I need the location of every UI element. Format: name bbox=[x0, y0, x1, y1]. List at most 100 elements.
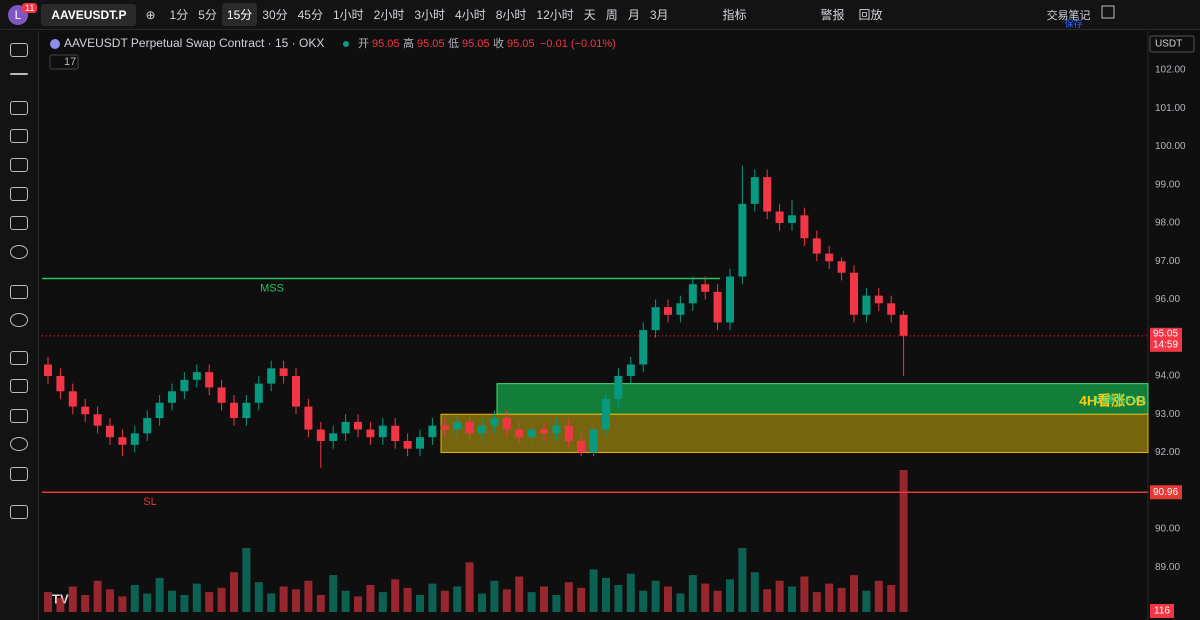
tool-icon[interactable] bbox=[10, 129, 28, 143]
candle-body bbox=[205, 372, 214, 388]
timeframe[interactable]: 8小时 bbox=[495, 8, 527, 22]
volume-bar bbox=[837, 587, 846, 612]
tool-icon[interactable] bbox=[10, 245, 28, 259]
candle-body bbox=[589, 429, 598, 453]
volume-bar bbox=[68, 586, 77, 612]
volume-bar bbox=[614, 585, 623, 612]
y-tick-label: 94.00 bbox=[1155, 371, 1180, 382]
legend-low-label: 低 bbox=[448, 37, 459, 50]
candle-body bbox=[527, 429, 536, 438]
timeframe[interactable]: 30分 bbox=[262, 8, 288, 22]
candle-body bbox=[267, 368, 276, 384]
level-tag bbox=[1150, 485, 1182, 500]
candle-body bbox=[651, 307, 660, 331]
candle-body bbox=[738, 203, 747, 277]
tool-icon[interactable] bbox=[10, 43, 28, 57]
tool-icon[interactable] bbox=[10, 158, 28, 172]
timeframe[interactable]: 2小时 bbox=[373, 8, 405, 22]
timeframe[interactable]: 1分 bbox=[169, 8, 189, 22]
save[interactable]: 保存 bbox=[1064, 19, 1083, 29]
volume-bar bbox=[354, 596, 362, 612]
timeframe[interactable]: 45分 bbox=[297, 8, 323, 22]
tool-icon[interactable] bbox=[10, 467, 28, 481]
tool-icon[interactable] bbox=[10, 216, 28, 230]
top-toolbar: L 11 AAVEUSDT.P ⊕ 1分 5分 15分 30分 45分 1小时 2小时 3小时… bbox=[0, 0, 1200, 30]
candle-body bbox=[106, 425, 114, 438]
candle-body bbox=[81, 406, 90, 415]
timeframe[interactable]: 周 bbox=[605, 8, 618, 22]
add-button[interactable]: ⊕ bbox=[145, 7, 156, 22]
volume-bar bbox=[378, 592, 387, 612]
candle-body bbox=[763, 177, 772, 212]
notes[interactable]: 交易笔记 bbox=[1046, 9, 1091, 22]
tool-icon[interactable] bbox=[10, 409, 28, 423]
volume-bar bbox=[775, 580, 784, 612]
candle-body bbox=[614, 375, 623, 399]
tool-icon[interactable] bbox=[10, 437, 28, 451]
y-tick-label: 93.00 bbox=[1155, 409, 1180, 420]
candle-body bbox=[217, 387, 226, 403]
timeframe[interactable]: 4小时 bbox=[455, 8, 486, 22]
volume-bar bbox=[130, 585, 139, 612]
volume-bar bbox=[750, 572, 759, 612]
candle-body bbox=[440, 425, 449, 430]
timeframe[interactable]: 5分 bbox=[198, 8, 217, 22]
candle-body bbox=[862, 295, 871, 315]
candle-body bbox=[788, 215, 796, 223]
volume-bar bbox=[763, 589, 772, 612]
zone-label: 4H看涨OB bbox=[1079, 392, 1146, 408]
volume-bar bbox=[602, 577, 610, 612]
volume-bar bbox=[230, 572, 238, 612]
candle-body bbox=[316, 429, 325, 442]
price-tag-label: 95.05 bbox=[1153, 328, 1178, 339]
tool-icon[interactable] bbox=[10, 313, 28, 327]
tool-icon[interactable] bbox=[10, 187, 28, 201]
candle-body bbox=[502, 418, 511, 430]
symbol[interactable]: AAVEUSDT.P bbox=[41, 3, 137, 26]
volume-bar bbox=[540, 586, 548, 612]
tool-icon[interactable] bbox=[10, 285, 28, 299]
y-tick-label: 102.00 bbox=[1155, 65, 1186, 76]
indicators[interactable]: 指标 bbox=[722, 8, 747, 22]
replay[interactable]: 回放 bbox=[858, 8, 883, 22]
candle-body bbox=[726, 276, 734, 323]
timeframe[interactable]: 1小时 bbox=[332, 8, 364, 22]
indicator-toggle bbox=[49, 54, 79, 70]
tool-icon[interactable] bbox=[10, 379, 28, 393]
candle-body bbox=[68, 391, 77, 407]
timeframe[interactable]: 月 bbox=[627, 8, 640, 22]
candle-body bbox=[279, 368, 288, 376]
candle-body bbox=[56, 375, 65, 392]
tool-icon[interactable] bbox=[10, 505, 28, 519]
alert[interactable]: 警报 bbox=[820, 8, 845, 22]
timeframe[interactable]: 3小时 bbox=[414, 8, 446, 22]
tool-icon[interactable] bbox=[10, 351, 28, 365]
timeframe[interactable]: 12小时 bbox=[536, 8, 574, 22]
volume-bar bbox=[329, 575, 338, 612]
volume-bar bbox=[701, 583, 710, 612]
timeframe[interactable]: 3月 bbox=[649, 8, 669, 22]
tool-icon[interactable] bbox=[10, 73, 28, 75]
candle-body bbox=[366, 429, 375, 438]
volume-bar bbox=[850, 575, 858, 612]
candle-body bbox=[254, 383, 263, 403]
candle-body bbox=[93, 414, 102, 426]
volume-bar bbox=[217, 587, 226, 612]
volume-bar bbox=[713, 590, 722, 612]
candle-body bbox=[701, 284, 710, 292]
candle-body bbox=[118, 437, 127, 445]
indicator-count: 17 bbox=[64, 56, 76, 68]
candle-body bbox=[750, 177, 759, 204]
timeframe[interactable]: 15分 bbox=[221, 3, 258, 26]
timeframe[interactable]: 天 bbox=[583, 8, 596, 22]
candle-body bbox=[180, 379, 189, 392]
candle-body bbox=[304, 406, 313, 430]
legend-change: −0.01 (−0.01%) bbox=[540, 38, 616, 50]
candle-body bbox=[428, 425, 437, 438]
level-name: MSS bbox=[260, 282, 284, 294]
tool-icon[interactable] bbox=[10, 101, 28, 115]
volume-bar bbox=[155, 577, 164, 612]
volume-bar bbox=[478, 593, 486, 612]
legend-close-label: 收 bbox=[493, 36, 504, 50]
